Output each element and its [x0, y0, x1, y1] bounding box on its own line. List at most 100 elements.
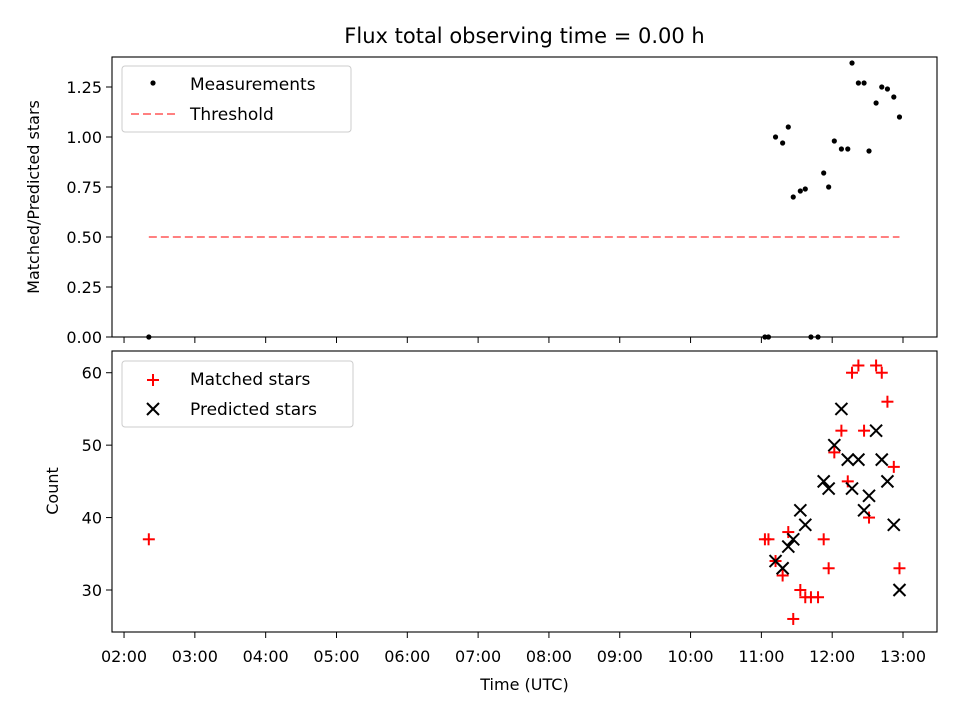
predicted-star-point — [875, 452, 889, 467]
predicted-star-point — [892, 583, 907, 597]
matched-star-point — [863, 511, 876, 524]
legend-predicted-marker — [146, 402, 160, 416]
measurement-point — [797, 188, 803, 194]
predicted-star-point — [775, 561, 790, 575]
ratio-legend: Measurements Threshold — [121, 65, 352, 133]
predicted-star-mark-b — [827, 438, 842, 452]
measurement-point — [790, 194, 796, 200]
counts-y-tick-label: 60 — [82, 364, 102, 383]
predicted-star-mark-b — [841, 452, 855, 467]
matched-star-point — [776, 569, 789, 582]
matched-star-point — [822, 562, 835, 575]
x-tick-label: 07:00 — [455, 647, 501, 666]
counts-legend-box — [121, 360, 354, 428]
x-tick-label: 12:00 — [809, 647, 855, 666]
predicted-star-point — [851, 452, 866, 467]
matched-star-point — [875, 366, 888, 379]
ratio-y-tick-label: 0.75 — [66, 178, 102, 197]
legend-measurements-label: Measurements — [190, 75, 316, 95]
ratio-y-axis-label: Matched/Predicted stars — [24, 100, 43, 294]
ratio-y-tick-label: 1.00 — [66, 128, 102, 147]
predicted-star-mark-b — [851, 452, 866, 467]
predicted-star-point — [834, 402, 849, 416]
measurement-point — [873, 100, 879, 106]
predicted-star-mark-b — [845, 481, 859, 496]
measurement-point — [772, 134, 779, 140]
x-tick-label: 08:00 — [526, 647, 572, 666]
predicted-star-mark-b — [880, 474, 895, 489]
measurement-point — [861, 80, 867, 86]
matched-star-point — [787, 612, 800, 625]
measurement-point — [884, 86, 891, 92]
legend-threshold-label: Threshold — [189, 105, 274, 125]
predicted-star-point — [816, 474, 831, 489]
predicted-star-point — [798, 518, 812, 532]
predicted-star-mark-b — [821, 481, 836, 496]
matched-star-point — [870, 359, 883, 372]
ratio-y-tick-label: 0.50 — [66, 228, 102, 247]
matched-star-point — [782, 526, 795, 539]
x-tick-label: 09:00 — [597, 647, 643, 666]
predicted-star-mark-b — [798, 518, 812, 532]
measurement-point — [826, 184, 832, 190]
matched-star-point — [858, 424, 871, 437]
measurement-point — [879, 84, 885, 90]
measurement-point — [896, 114, 903, 120]
counts-y-tick-label: 30 — [82, 581, 102, 600]
measurement-point — [855, 80, 861, 86]
legend-matched-label: Matched stars — [190, 370, 310, 390]
measurement-point — [831, 138, 837, 144]
predicted-star-mark-b — [781, 539, 795, 554]
predicted-star-mark-b — [834, 402, 849, 416]
measurement-point — [802, 186, 808, 192]
measurement-point — [821, 170, 827, 176]
matched-star-point — [852, 359, 865, 372]
predicted-star-point — [841, 452, 855, 467]
counts-plot-frame — [111, 350, 938, 633]
measurement-point — [891, 94, 897, 100]
predicted-star-mark-b — [816, 474, 831, 489]
ratio-plot-frame — [111, 56, 938, 338]
counts-y-tick-label: 50 — [82, 436, 102, 455]
matched-star-point — [762, 533, 775, 546]
matched-star-point — [794, 583, 807, 596]
ratio-y-tick-label: 1.25 — [66, 78, 102, 97]
predicted-star-mark-b — [857, 503, 871, 518]
predicted-star-mark-b — [793, 503, 808, 518]
predicted-star-point — [845, 481, 859, 496]
measurement-point — [866, 148, 872, 154]
predicted-star-point — [869, 423, 883, 438]
ratio-panel: 0.00 0.25 0.50 0.75 1.00 1.25 Matched/Predict… — [24, 56, 938, 347]
predicted-star-point — [781, 539, 795, 554]
measurement-point — [838, 146, 844, 152]
chart-title: Flux total observing time = 0.00 h — [344, 24, 704, 48]
predicted-star-point — [887, 518, 901, 532]
x-tick-label: 05:00 — [313, 647, 359, 666]
predicted-star-mark-b — [775, 561, 790, 575]
x-tick-label: 03:00 — [172, 647, 218, 666]
counts-legend: Matched stars Predicted stars — [121, 360, 354, 428]
x-tick-label: 06:00 — [384, 647, 430, 666]
predicted-star-mark-b — [869, 423, 883, 438]
ratio-y-tick-label: 0.00 — [66, 328, 102, 347]
predicted-star-mark-b — [887, 518, 901, 532]
predicted-star-mark-b — [862, 489, 876, 503]
counts-y-tick-label: 40 — [82, 509, 102, 528]
predicted-star-mark-b — [892, 583, 907, 597]
x-tick-label: 10:00 — [668, 647, 714, 666]
matched-star-point — [828, 446, 841, 459]
ratio-legend-box — [121, 65, 352, 133]
measurement-point — [849, 60, 855, 66]
predicted-star-mark-b — [875, 452, 889, 467]
predicted-star-mark-b — [768, 554, 783, 568]
counts-panel: 30 40 50 60 02:00 03:00 04:00 05:00 06:00 07:00 08… — [43, 350, 938, 694]
ratio-y-tick-label: 0.25 — [66, 278, 102, 297]
measurement-point — [780, 140, 786, 146]
predicted-star-point — [880, 474, 895, 489]
matched-star-point — [893, 562, 906, 575]
legend-measurements-marker — [150, 80, 156, 86]
predicted-star-point — [821, 481, 836, 496]
x-axis-label: Time (UTC) — [479, 675, 568, 694]
matched-star-point — [887, 460, 900, 473]
